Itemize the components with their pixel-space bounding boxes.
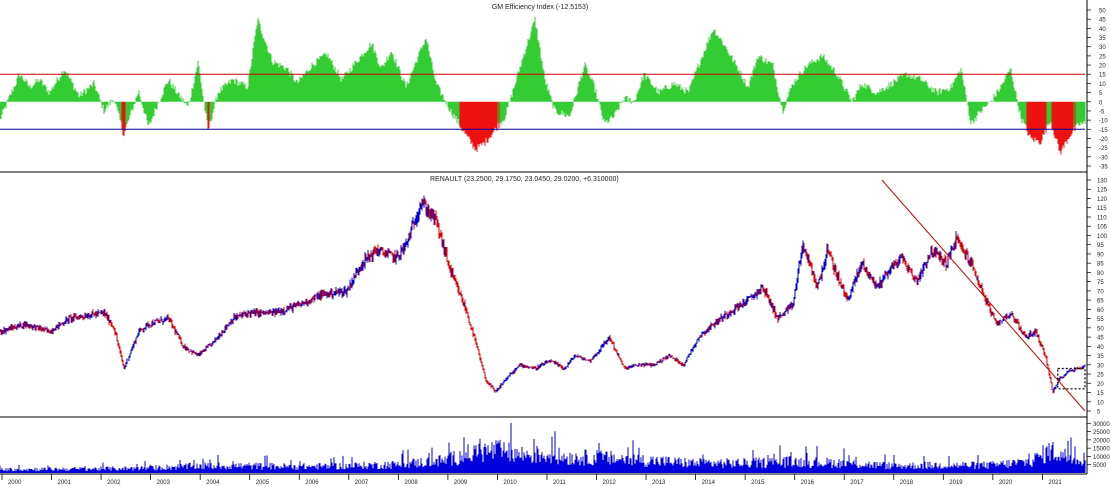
x-tick-label: 2021 — [1048, 480, 1062, 486]
efficiency-title: GM Efficiency Index (-12.5153) — [492, 4, 588, 11]
y-tick-label: 5 — [1097, 410, 1101, 416]
y-tick-label: 55 — [1097, 317, 1104, 323]
x-tick-label: 2013 — [652, 480, 666, 486]
downtrend-line — [881, 179, 1086, 412]
y-tick-label: -30 — [1099, 155, 1108, 161]
y-tick-label: 105 — [1097, 225, 1108, 231]
y-tick-label: -35 — [1099, 165, 1108, 171]
x-tick-label: 2006 — [305, 480, 319, 486]
y-tick-label: 125 — [1097, 188, 1108, 194]
x-tick-label: 2004 — [206, 480, 220, 486]
y-tick-label: 75 — [1097, 280, 1104, 286]
x-tick-label: 2017 — [850, 480, 864, 486]
y-tick-label: 65 — [1097, 299, 1104, 305]
y-tick-label: 15 — [1097, 391, 1104, 397]
x-tick-label: 2005 — [256, 480, 270, 486]
y-tick-label: 80 — [1097, 271, 1104, 277]
price-panel: 1301251201151101051009590858075706560555… — [0, 179, 1108, 416]
y-tick-label: 90 — [1097, 252, 1104, 258]
x-tick-label: 2001 — [58, 480, 72, 486]
y-tick-label: 45 — [1099, 18, 1106, 24]
y-tick-label: 95 — [1097, 243, 1104, 249]
y-tick-label: 60 — [1097, 308, 1104, 314]
y-tick-label: 20 — [1097, 382, 1104, 388]
y-tick-label: 115 — [1097, 206, 1107, 212]
y-tick-label: 25000 — [1093, 430, 1110, 436]
x-tick-label: 2002 — [107, 480, 121, 486]
chart-frame — [0, 0, 1088, 475]
y-tick-label: 5000 — [1093, 463, 1107, 469]
y-tick-label: 100 — [1097, 234, 1108, 240]
y-tick-label: 30000 — [1093, 422, 1110, 428]
y-tick-label: 5 — [1099, 91, 1103, 97]
y-tick-label: 10000 — [1093, 455, 1110, 461]
consolidation-box — [1057, 367, 1086, 390]
y-tick-label: 130 — [1097, 179, 1108, 185]
y-tick-label: 40 — [1099, 27, 1106, 33]
y-tick-label: 120 — [1097, 197, 1108, 203]
y-tick-label: 15000 — [1093, 447, 1110, 453]
y-tick-label: 35 — [1097, 354, 1104, 360]
y-tick-label: 50 — [1099, 9, 1106, 15]
y-tick-label: 30 — [1097, 363, 1104, 369]
x-tick-label: 2011 — [553, 480, 567, 486]
y-tick-label: -5 — [1099, 109, 1105, 115]
x-tick-label: 2009 — [454, 480, 468, 486]
x-tick-label: 2012 — [603, 480, 617, 486]
y-tick-label: 45 — [1097, 336, 1104, 342]
y-tick-label: 70 — [1097, 289, 1104, 295]
y-tick-label: 25 — [1097, 373, 1104, 379]
x-axis: 2000 2001 2002 2003 2004 2005 2006 2007 2008 2009… — [1, 474, 1062, 486]
y-tick-label: 40 — [1097, 345, 1104, 351]
y-tick-label: 20000 — [1093, 438, 1110, 444]
x-tick-label: 2019 — [949, 480, 963, 486]
y-tick-label: 10 — [1097, 400, 1104, 406]
y-tick-label: 20 — [1099, 64, 1106, 70]
y-tick-label: 0 — [1099, 100, 1103, 106]
x-tick-label: 2000 — [8, 480, 22, 486]
x-tick-label: 2007 — [355, 480, 369, 486]
volume-panel: 30000 25000 20000 15000 10000 5000 — [0, 422, 1110, 473]
price-title: RENAULT (23.2500, 29.1750, 23.0450, 29.0… — [430, 176, 619, 183]
y-tick-label: -15 — [1099, 128, 1108, 134]
y-tick-label: 50 — [1097, 326, 1104, 332]
y-tick-label: 30 — [1099, 45, 1106, 51]
y-tick-label: -25 — [1099, 146, 1108, 152]
y-tick-label: 15 — [1099, 73, 1106, 79]
x-tick-label: 2003 — [157, 480, 171, 486]
x-tick-label: 2015 — [751, 480, 765, 486]
y-tick-label: 25 — [1099, 54, 1106, 60]
x-tick-label: 2014 — [702, 480, 716, 486]
x-tick-label: 2008 — [404, 480, 418, 486]
x-tick-label: 2020 — [999, 480, 1013, 486]
y-tick-label: -20 — [1099, 137, 1108, 143]
x-tick-label: 2018 — [900, 480, 914, 486]
y-tick-label: 10 — [1099, 82, 1106, 88]
y-tick-label: -10 — [1099, 119, 1108, 125]
y-tick-label: 110 — [1097, 215, 1107, 221]
x-tick-label: 2016 — [801, 480, 815, 486]
y-tick-label: 35 — [1099, 36, 1106, 42]
x-tick-label: 2010 — [503, 480, 517, 486]
y-tick-label: 85 — [1097, 262, 1104, 268]
